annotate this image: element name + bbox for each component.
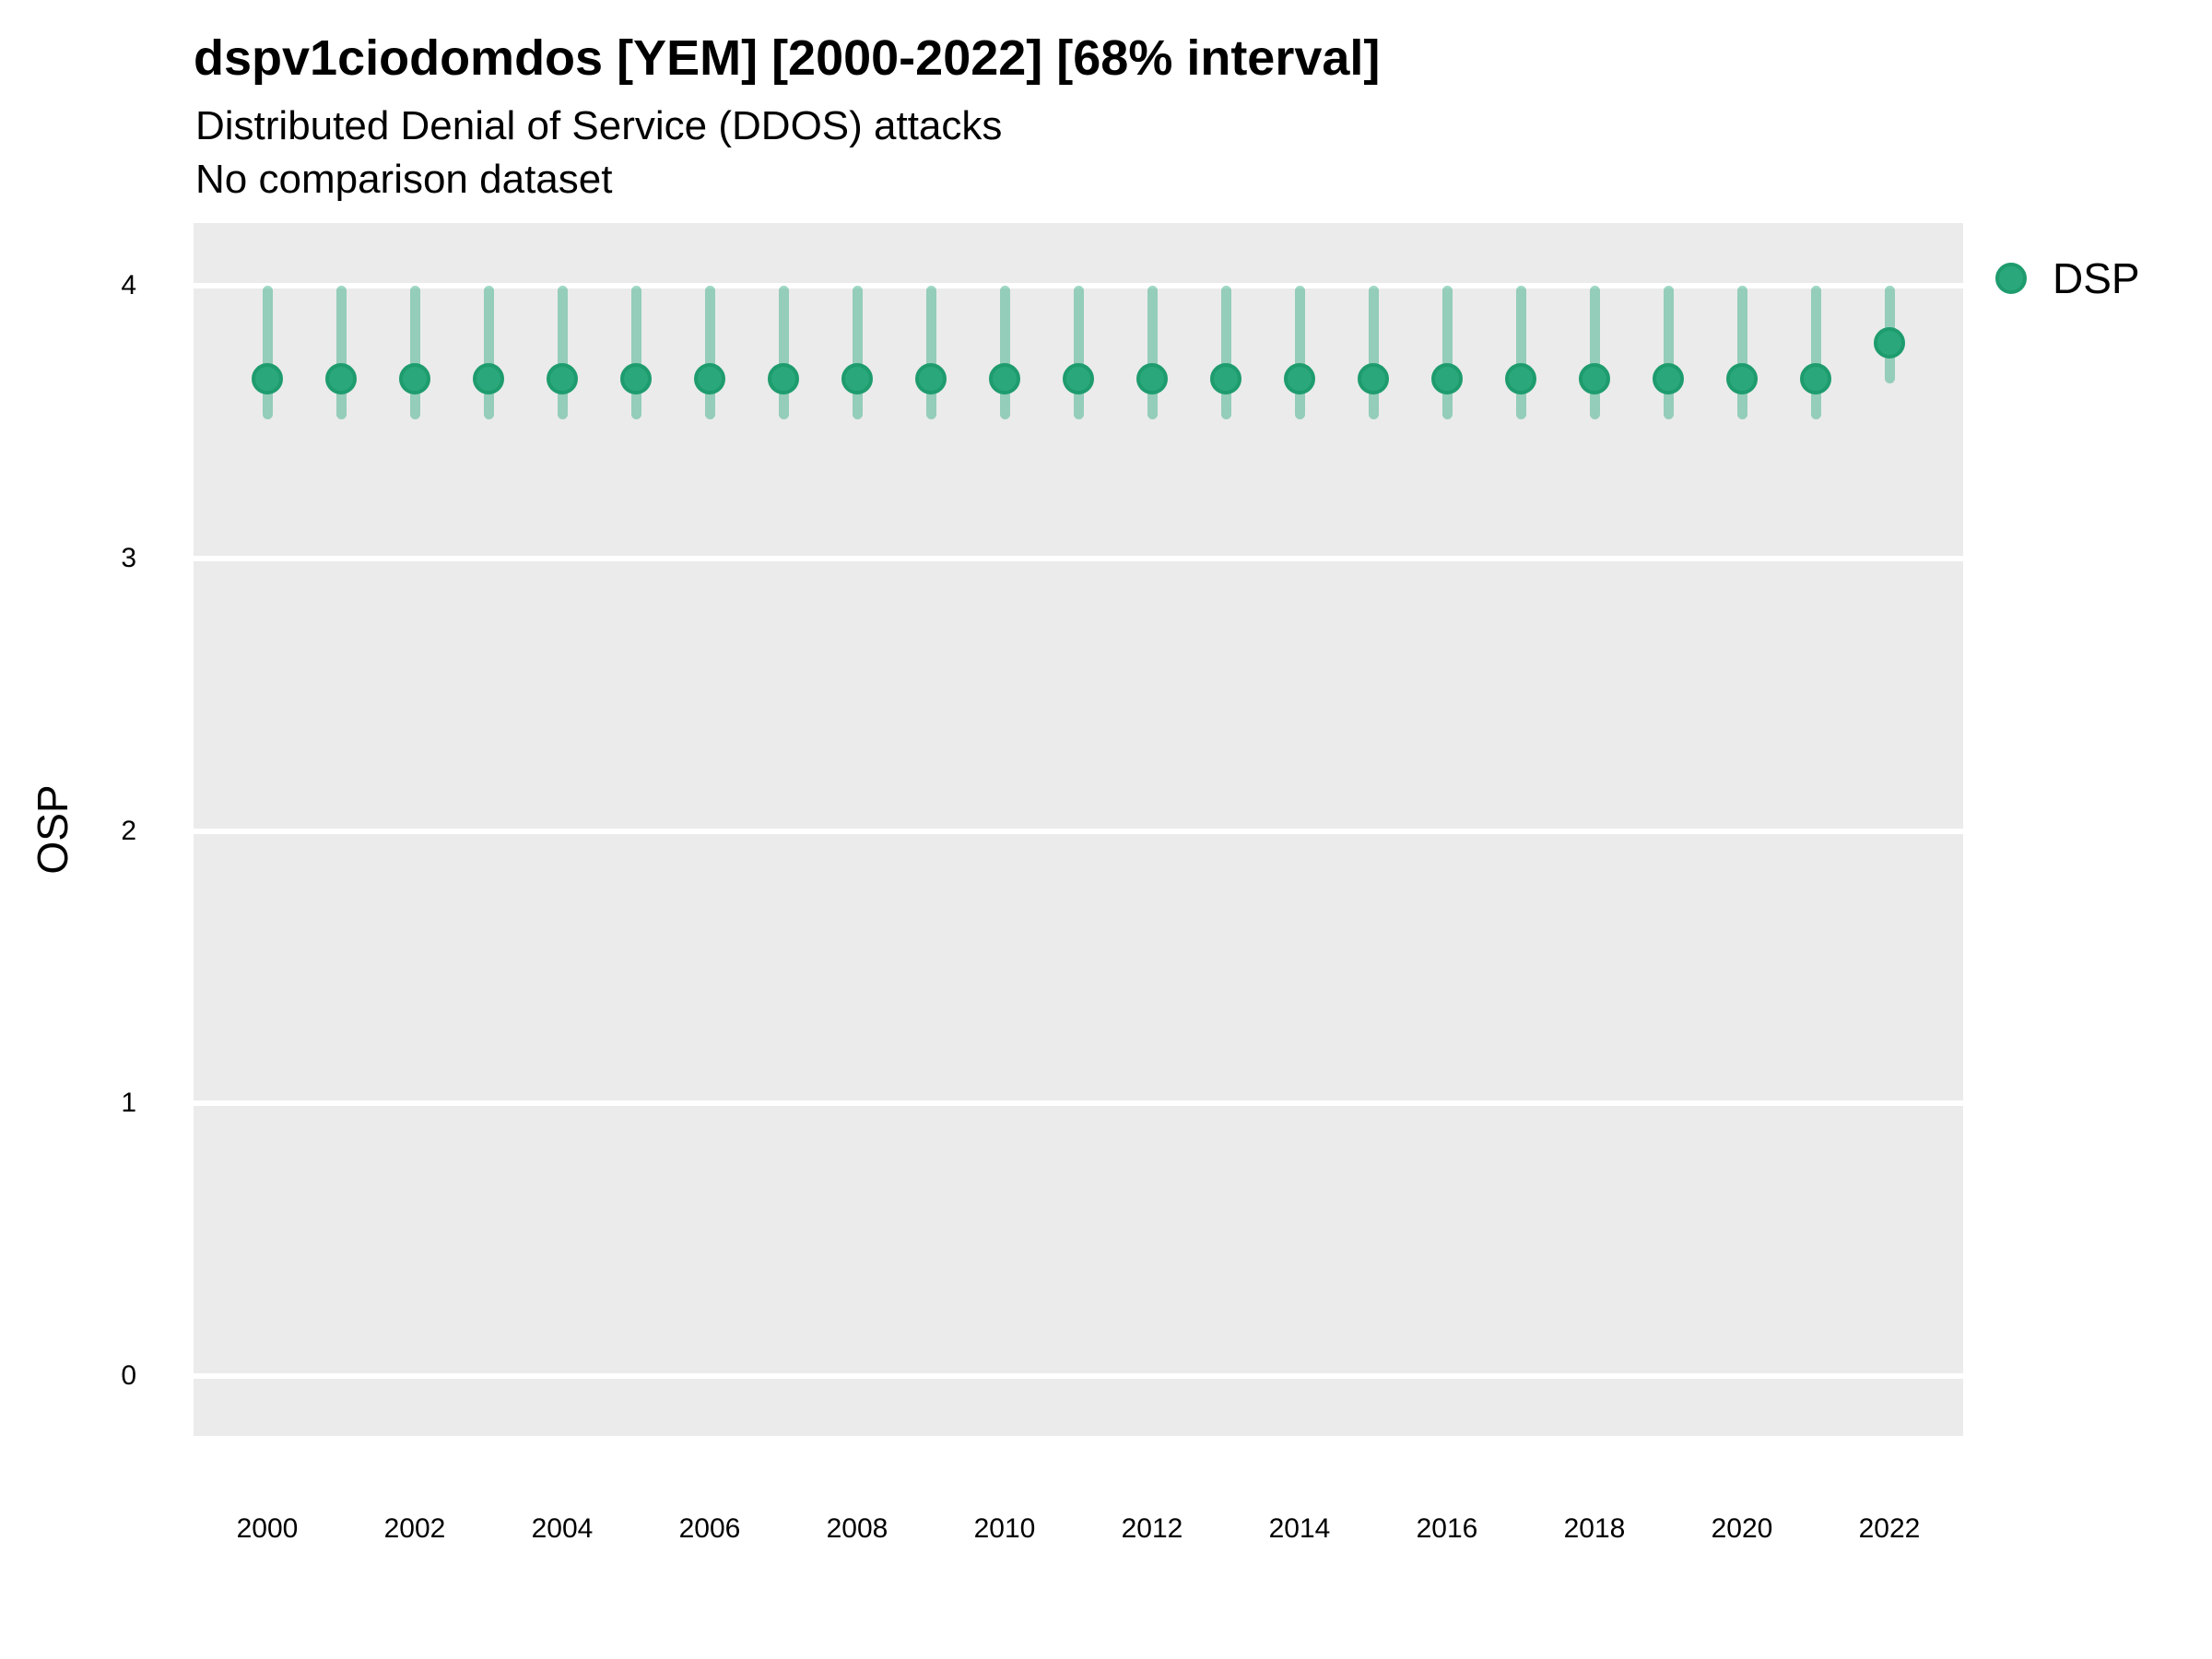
- data-point-2014: [1284, 362, 1315, 394]
- y-tick-label-3: 3: [121, 542, 136, 573]
- data-point-2010: [989, 362, 1020, 394]
- y-tick-label-2: 2: [121, 815, 136, 846]
- interval-bar-2001: [335, 286, 347, 419]
- x-tick-label-2010: 2010: [973, 1513, 1036, 1544]
- gridline-y-4: [194, 283, 1963, 288]
- data-point-2019: [1653, 362, 1684, 394]
- x-tick-label-2012: 2012: [1121, 1513, 1183, 1544]
- x-tick-label-2014: 2014: [1268, 1513, 1331, 1544]
- gridline-y-2: [194, 828, 1963, 834]
- interval-bar-2021: [1810, 286, 1821, 419]
- data-point-2008: [841, 362, 873, 394]
- interval-bar-2011: [1073, 286, 1084, 419]
- interval-bar-2005: [630, 286, 641, 419]
- x-tick-label-2016: 2016: [1416, 1513, 1478, 1544]
- y-tick-label-0: 0: [121, 1360, 136, 1391]
- interval-bar-2007: [778, 286, 789, 419]
- interval-bar-2000: [262, 286, 273, 419]
- interval-bar-2006: [704, 286, 715, 419]
- x-tick-label-2020: 2020: [1711, 1513, 1773, 1544]
- gridline-y-3: [194, 555, 1963, 561]
- interval-bar-2002: [409, 286, 420, 419]
- interval-bar-2012: [1147, 286, 1158, 419]
- interval-bar-2010: [999, 286, 1010, 419]
- data-point-2015: [1358, 362, 1389, 394]
- interval-bar-2016: [1441, 286, 1453, 419]
- data-point-2021: [1800, 362, 1831, 394]
- interval-bar-2018: [1589, 286, 1600, 419]
- data-point-2011: [1063, 362, 1094, 394]
- data-point-2006: [694, 362, 725, 394]
- interval-bar-2019: [1663, 286, 1674, 419]
- data-point-2003: [473, 362, 504, 394]
- plot-panel: [194, 223, 1963, 1436]
- data-point-2022: [1874, 327, 1905, 359]
- interval-bar-2009: [925, 286, 936, 419]
- interval-bar-2014: [1294, 286, 1305, 419]
- data-point-2001: [325, 362, 357, 394]
- data-point-2004: [547, 362, 578, 394]
- data-point-2013: [1210, 362, 1241, 394]
- gridline-y-0: [194, 1373, 1963, 1379]
- chart-note: No comparison dataset: [195, 157, 613, 202]
- x-tick-label-2008: 2008: [826, 1513, 888, 1544]
- data-point-2005: [620, 362, 652, 394]
- data-point-2017: [1505, 362, 1536, 394]
- x-tick-label-2006: 2006: [678, 1513, 741, 1544]
- data-point-2020: [1726, 362, 1758, 394]
- y-tick-label-4: 4: [121, 270, 136, 300]
- legend-label: DSP: [2053, 254, 2140, 302]
- data-point-2012: [1136, 362, 1168, 394]
- data-point-2016: [1431, 362, 1463, 394]
- x-tick-label-2018: 2018: [1563, 1513, 1626, 1544]
- interval-bar-2020: [1736, 286, 1747, 419]
- chart-title: dspv1ciodomdos [YEM] [2000-2022] [68% in…: [194, 30, 1381, 86]
- legend-point-icon: [1995, 263, 2027, 294]
- interval-bar-2017: [1515, 286, 1526, 419]
- x-tick-label-2002: 2002: [383, 1513, 446, 1544]
- x-tick-label-2004: 2004: [531, 1513, 594, 1544]
- data-point-2007: [768, 362, 799, 394]
- chart-subtitle: Distributed Denial of Service (DDOS) att…: [195, 103, 1003, 148]
- data-point-2000: [252, 362, 283, 394]
- interval-bar-2008: [852, 286, 863, 419]
- y-tick-label-1: 1: [121, 1088, 136, 1119]
- x-tick-label-2022: 2022: [1858, 1513, 1921, 1544]
- interval-bar-2003: [483, 286, 494, 419]
- legend: DSP: [1995, 253, 2140, 303]
- gridline-y-1: [194, 1100, 1963, 1107]
- data-point-2018: [1579, 362, 1610, 394]
- interval-bar-2015: [1368, 286, 1379, 419]
- interval-bar-2013: [1220, 286, 1231, 419]
- data-point-2002: [399, 362, 430, 394]
- interval-bar-2004: [557, 286, 568, 419]
- data-point-2009: [915, 362, 947, 394]
- x-tick-label-2000: 2000: [236, 1513, 299, 1544]
